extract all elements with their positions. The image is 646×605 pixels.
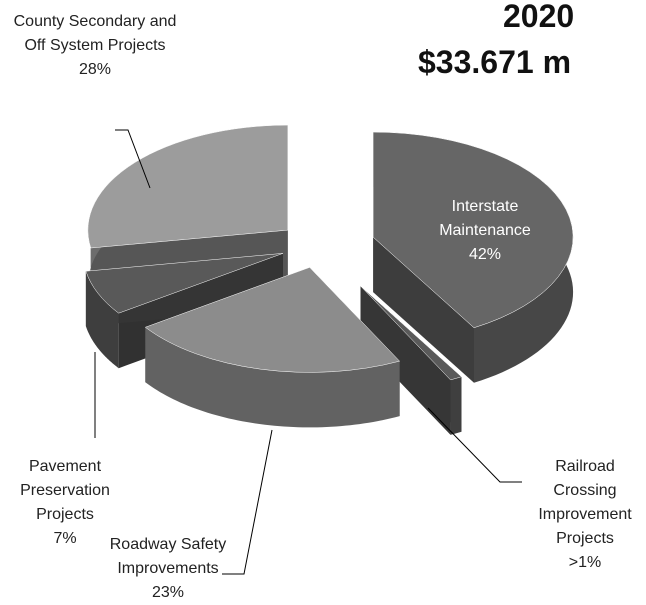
slice-wall [373, 237, 474, 383]
chart-title: 2020 [503, 0, 575, 34]
slice-value-label: 23% [151, 584, 185, 601]
slice [360, 285, 462, 381]
slice-label: Railroad Crossing Improvement Projects [538, 458, 632, 547]
slice-value-label: 28% [78, 61, 112, 78]
slice-side [85, 271, 119, 369]
slice [85, 253, 284, 314]
leader-line [115, 129, 151, 189]
slice-wall [360, 286, 451, 435]
leader-line [222, 429, 273, 575]
slice-value-label: 42% [468, 246, 502, 263]
slice-label: Pavement Preservation Projects [20, 458, 110, 523]
slice-value-label: 7% [53, 530, 77, 547]
leader-line [427, 407, 522, 483]
slice-side [450, 376, 462, 435]
slice-label: Interstate Maintenance [439, 198, 531, 239]
slice [144, 267, 401, 373]
slice-side [145, 327, 400, 428]
slice [87, 124, 289, 249]
slice-label: Roadway Safety Improvements [109, 536, 227, 577]
chart-subtitle: $33.671 m [418, 44, 572, 80]
slice-value-label: >1% [568, 554, 602, 571]
slice [372, 131, 574, 329]
slice-label: County Secondary and Off System Projects [13, 13, 177, 54]
